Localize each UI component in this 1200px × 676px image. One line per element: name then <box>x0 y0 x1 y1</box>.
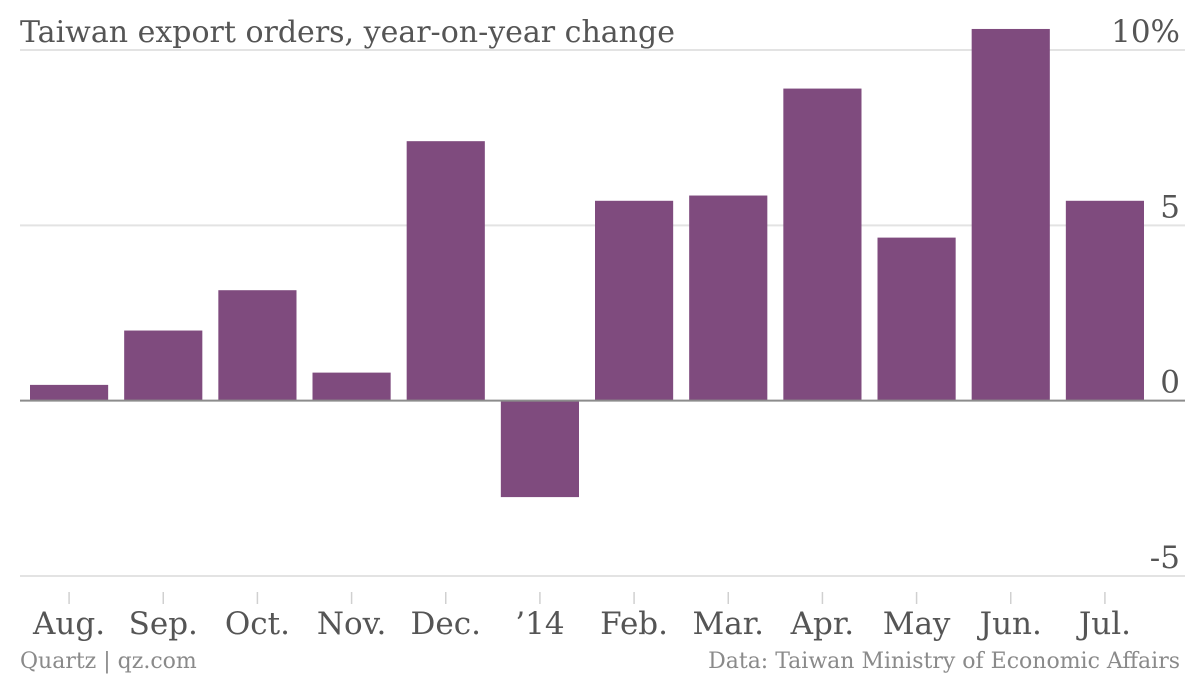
y-tick-label: 5 <box>1160 189 1180 225</box>
x-tick-label: Jun. <box>977 606 1042 642</box>
x-tick-label: Mar. <box>693 606 765 642</box>
source-right: Data: Taiwan Ministry of Economic Affair… <box>708 649 1180 674</box>
y-tick-label: 0 <box>1160 365 1180 401</box>
y-tick-label: 10% <box>1111 14 1180 50</box>
x-tick-label: Aug. <box>32 606 105 642</box>
bar <box>312 372 391 401</box>
x-tick-label: Dec. <box>411 606 481 642</box>
x-tick-label: Feb. <box>600 606 668 642</box>
bar <box>689 195 768 401</box>
bar <box>595 200 674 401</box>
source-left: Quartz | qz.com <box>20 649 197 674</box>
y-tick-label: -5 <box>1150 540 1180 576</box>
bar <box>30 384 109 401</box>
bar <box>1065 200 1144 401</box>
bar <box>218 290 297 401</box>
chart-title: Taiwan export orders, year-on-year chang… <box>20 15 675 50</box>
x-tick-label: Sep. <box>129 606 198 642</box>
x-tick-label: Jul. <box>1076 606 1131 642</box>
y-tick-labels: -5 0 5 10% <box>1111 14 1180 576</box>
x-tick-label: Oct. <box>225 606 290 642</box>
x-tick-label: Apr. <box>790 606 855 642</box>
bar <box>500 400 579 498</box>
bar <box>406 141 485 401</box>
bars <box>30 28 1144 498</box>
bar <box>971 28 1050 401</box>
bar <box>877 237 956 401</box>
bar <box>783 88 862 401</box>
x-tick-label: ’14 <box>515 606 564 642</box>
x-tick-label: May <box>883 606 951 642</box>
bar <box>124 330 203 401</box>
x-tick-label: Nov. <box>317 606 386 642</box>
x-tick-labels: Aug. Sep. Oct. Nov. Dec. ’14 Feb. Mar. Apr. May Ju… <box>32 592 1131 642</box>
